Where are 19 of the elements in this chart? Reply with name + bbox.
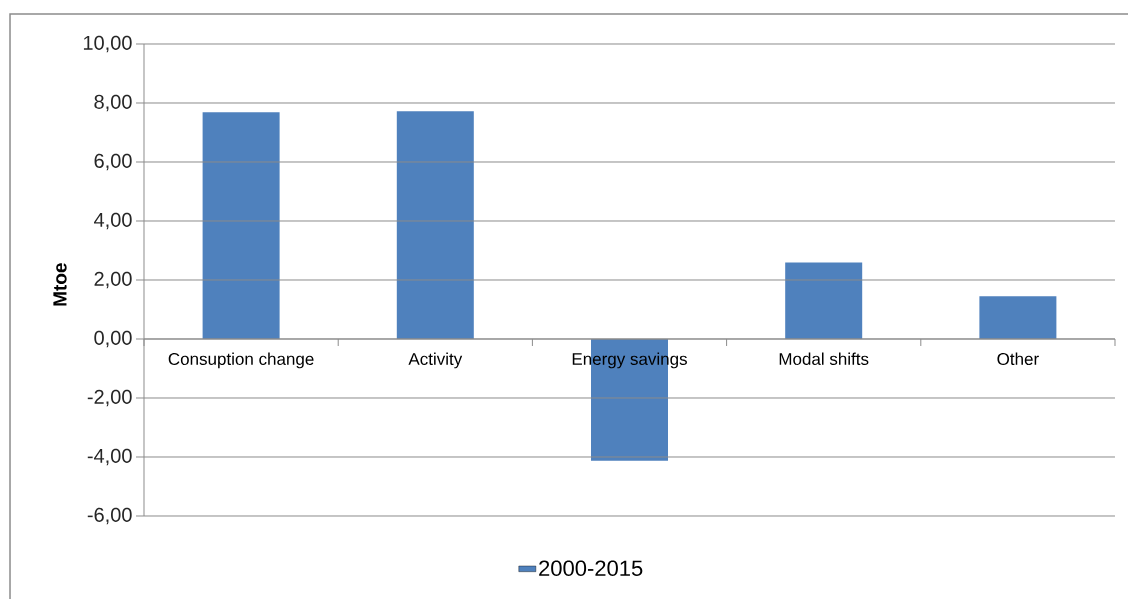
- bar: [979, 296, 1057, 339]
- y-tick-label: 2,00: [94, 271, 132, 289]
- y-tick-label: 10,00: [83, 35, 132, 53]
- legend-label: 2000-2015: [539, 560, 643, 576]
- y-axis-title: Mtoe: [53, 263, 67, 306]
- bar: [202, 112, 280, 339]
- x-tick-label: Consuption change: [168, 352, 314, 369]
- x-tick-label: Activity: [408, 352, 463, 369]
- bar: [396, 111, 474, 339]
- y-tick-label: 8,00: [94, 94, 132, 112]
- y-tick-label: -4,00: [87, 448, 132, 466]
- y-tick-label: 6,00: [94, 153, 132, 171]
- y-tick-label: -2,00: [87, 389, 132, 407]
- x-tick-label: Other: [997, 352, 1039, 366]
- y-tick-label: -6,00: [87, 507, 132, 525]
- bar: [785, 262, 863, 339]
- x-tick-label: Modal shifts: [779, 352, 869, 366]
- y-tick-label: 4,00: [94, 212, 132, 230]
- y-tick-label: 0,00: [94, 330, 132, 348]
